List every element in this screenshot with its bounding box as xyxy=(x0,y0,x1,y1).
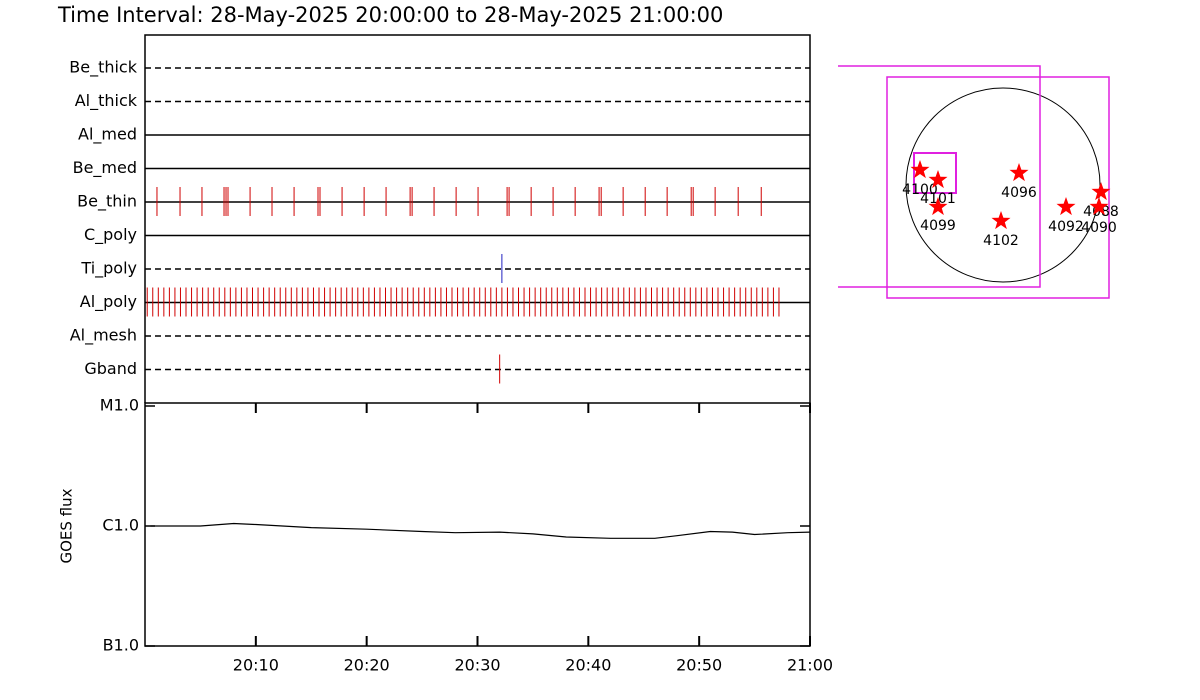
filter-label: Gband xyxy=(84,359,137,378)
title: Time Interval: 28-May-2025 20:00:00 to 2… xyxy=(57,3,723,27)
region-star xyxy=(1091,182,1111,201)
filter-label: Be_med xyxy=(73,158,137,178)
fov-box xyxy=(913,152,957,194)
region-label: 4102 xyxy=(983,233,1019,249)
filter-label: Al_mesh xyxy=(70,326,137,346)
region-star xyxy=(1056,197,1076,216)
filter-label: C_poly xyxy=(84,225,137,245)
x-tick-label: 20:10 xyxy=(233,656,279,675)
x-tick-label: 20:40 xyxy=(565,656,611,675)
region-label: 4092 xyxy=(1048,219,1084,235)
region-star xyxy=(928,170,948,189)
x-tick-label: 21:00 xyxy=(787,656,833,675)
panel-frame xyxy=(144,34,811,403)
filter-label: Ti_poly xyxy=(80,259,137,279)
filter-label: Al_thick xyxy=(75,91,138,111)
region-label: 4090 xyxy=(1081,220,1117,236)
y-tick-label: C1.0 xyxy=(102,516,139,535)
region-star xyxy=(928,197,948,216)
region-star xyxy=(1009,163,1029,182)
y-tick-label: M1.0 xyxy=(100,396,139,415)
filter-label: Be_thin xyxy=(77,192,137,212)
filter-label: Al_med xyxy=(78,125,137,145)
x-tick-label: 20:30 xyxy=(454,656,500,675)
filter-label: Be_thick xyxy=(69,58,137,78)
region-star xyxy=(1089,197,1109,216)
x-tick-label: 20:20 xyxy=(344,656,390,675)
region-star xyxy=(910,160,930,179)
fov-box xyxy=(886,76,1110,299)
region-star xyxy=(991,211,1011,230)
region-label: 4096 xyxy=(1001,185,1037,201)
y-tick-label: B1.0 xyxy=(103,636,139,655)
filter-label: Al_poly xyxy=(80,292,137,312)
y-axis-label: GOES flux xyxy=(58,488,76,563)
region-label: 4099 xyxy=(920,218,956,234)
region-label: 4100 xyxy=(902,182,938,198)
fov-box xyxy=(838,65,1041,288)
goes-curve xyxy=(150,522,811,539)
x-tick-label: 20:50 xyxy=(676,656,722,675)
